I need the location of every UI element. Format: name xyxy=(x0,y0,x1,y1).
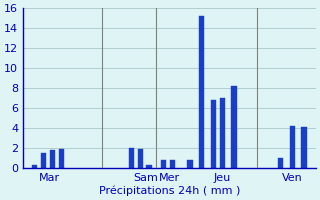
Bar xyxy=(187,160,193,168)
Bar xyxy=(199,16,204,168)
Bar xyxy=(220,98,225,168)
Bar xyxy=(301,127,307,168)
Bar xyxy=(170,160,175,168)
Bar xyxy=(146,165,152,168)
Bar xyxy=(290,126,295,168)
Bar xyxy=(211,100,216,168)
Bar xyxy=(50,150,55,168)
Bar xyxy=(278,158,283,168)
Bar xyxy=(129,148,134,168)
Bar xyxy=(138,149,143,168)
Bar xyxy=(161,160,166,168)
Bar xyxy=(231,86,236,168)
Bar xyxy=(32,165,37,168)
Bar xyxy=(41,153,46,168)
Bar xyxy=(59,149,64,168)
X-axis label: Précipitations 24h ( mm ): Précipitations 24h ( mm ) xyxy=(99,185,240,196)
